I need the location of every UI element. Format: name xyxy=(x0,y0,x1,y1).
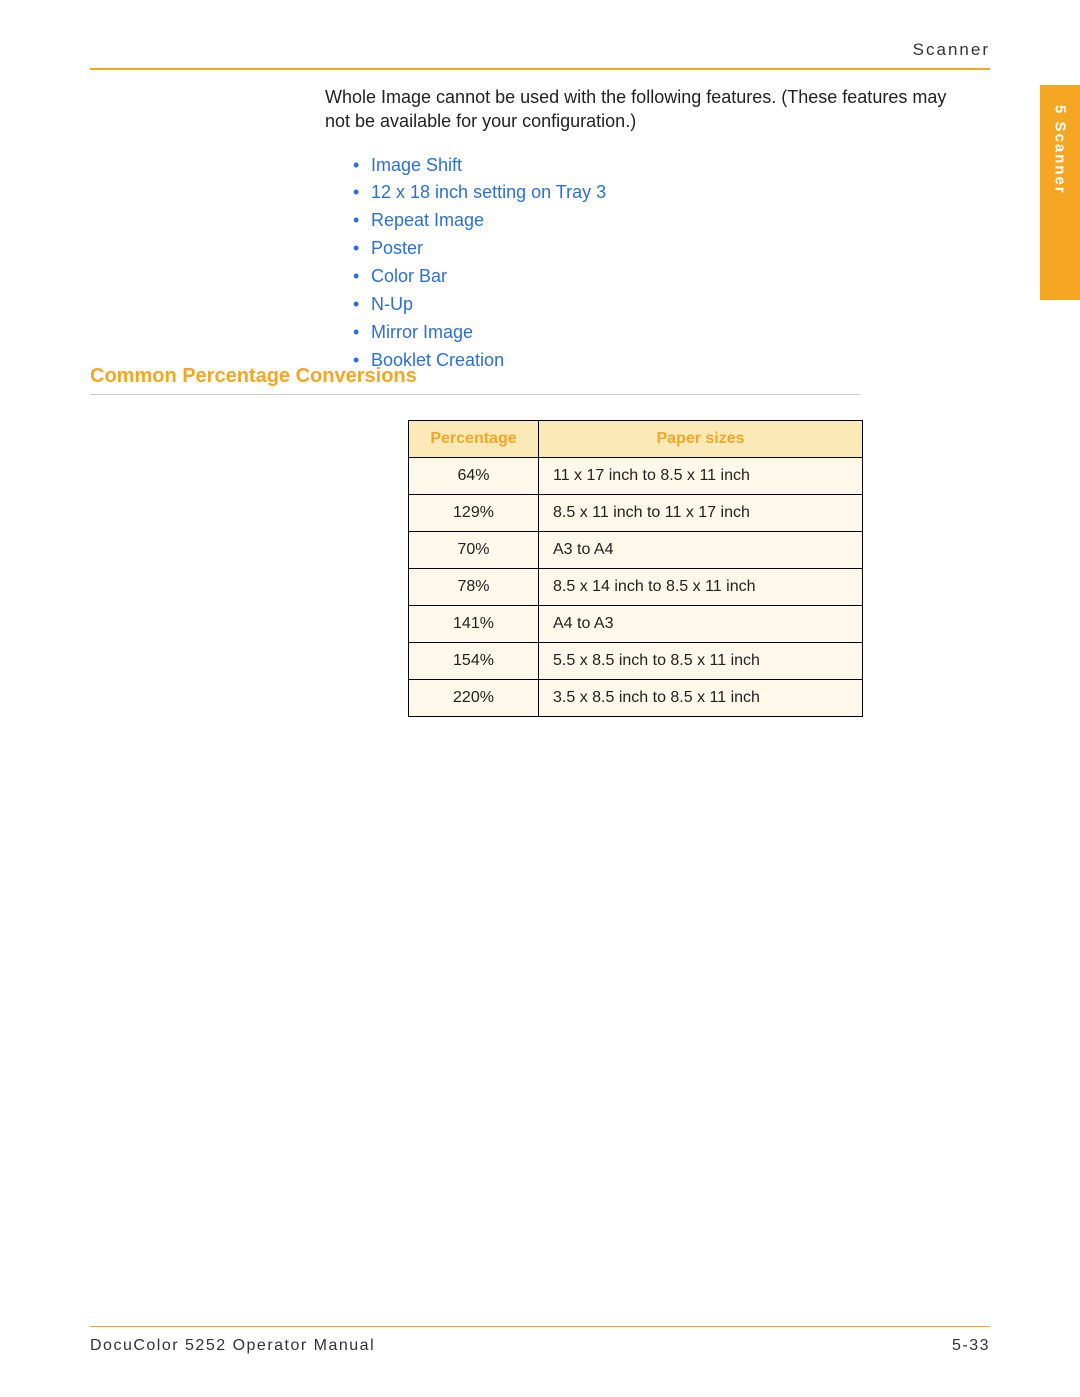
table-cell-papersize: A3 to A4 xyxy=(539,532,863,569)
table-cell-percentage: 220% xyxy=(409,680,539,717)
table-cell-percentage: 64% xyxy=(409,458,539,495)
list-item: N-Up xyxy=(353,291,950,319)
table-cell-papersize: 8.5 x 14 inch to 8.5 x 11 inch xyxy=(539,569,863,606)
table-cell-papersize: 3.5 x 8.5 inch to 8.5 x 11 inch xyxy=(539,680,863,717)
table-row: 154% 5.5 x 8.5 inch to 8.5 x 11 inch xyxy=(409,643,863,680)
table-header-row: Percentage Paper sizes xyxy=(409,421,863,458)
footer-rule xyxy=(90,1326,990,1328)
list-item: Color Bar xyxy=(353,263,950,291)
footer-right: 5-33 xyxy=(952,1337,990,1355)
table-cell-percentage: 141% xyxy=(409,606,539,643)
table-cell-percentage: 70% xyxy=(409,532,539,569)
page-footer: DocuColor 5252 Operator Manual 5-33 xyxy=(90,1326,990,1356)
section-heading-wrap: Common Percentage Conversions xyxy=(90,365,950,395)
table-row: 141% A4 to A3 xyxy=(409,606,863,643)
feature-list: Image Shift 12 x 18 inch setting on Tray… xyxy=(325,152,950,375)
list-item: 12 x 18 inch setting on Tray 3 xyxy=(353,179,950,207)
table-cell-percentage: 78% xyxy=(409,569,539,606)
list-item: Image Shift xyxy=(353,152,950,180)
section-heading: Common Percentage Conversions xyxy=(90,365,950,388)
content-area: Whole Image cannot be used with the foll… xyxy=(325,85,950,375)
table-header-papersizes: Paper sizes xyxy=(539,421,863,458)
table-cell-papersize: A4 to A3 xyxy=(539,606,863,643)
page-container: Scanner 5 Scanner Whole Image cannot be … xyxy=(0,0,1080,1397)
footer-row: DocuColor 5252 Operator Manual 5-33 xyxy=(90,1337,990,1355)
list-item: Poster xyxy=(353,235,950,263)
header-rule xyxy=(90,68,990,70)
side-tab-text: 5 Scanner xyxy=(1052,105,1069,195)
table-row: 129% 8.5 x 11 inch to 11 x 17 inch xyxy=(409,495,863,532)
table-cell-papersize: 8.5 x 11 inch to 11 x 17 inch xyxy=(539,495,863,532)
section-rule xyxy=(90,394,860,395)
footer-left: DocuColor 5252 Operator Manual xyxy=(90,1337,375,1355)
intro-paragraph: Whole Image cannot be used with the foll… xyxy=(325,85,950,134)
table-cell-percentage: 129% xyxy=(409,495,539,532)
table-cell-percentage: 154% xyxy=(409,643,539,680)
list-item: Mirror Image xyxy=(353,319,950,347)
table-header-percentage: Percentage xyxy=(409,421,539,458)
table-cell-papersize: 11 x 17 inch to 8.5 x 11 inch xyxy=(539,458,863,495)
table-cell-papersize: 5.5 x 8.5 inch to 8.5 x 11 inch xyxy=(539,643,863,680)
side-tab: 5 Scanner xyxy=(1040,85,1080,300)
table-row: 70% A3 to A4 xyxy=(409,532,863,569)
table-row: 220% 3.5 x 8.5 inch to 8.5 x 11 inch xyxy=(409,680,863,717)
page-header: Scanner xyxy=(90,40,990,70)
header-label: Scanner xyxy=(90,40,990,60)
conversion-table: Percentage Paper sizes 64% 11 x 17 inch … xyxy=(408,420,863,717)
conversion-table-wrap: Percentage Paper sizes 64% 11 x 17 inch … xyxy=(408,420,863,717)
table-row: 64% 11 x 17 inch to 8.5 x 11 inch xyxy=(409,458,863,495)
table-row: 78% 8.5 x 14 inch to 8.5 x 11 inch xyxy=(409,569,863,606)
list-item: Repeat Image xyxy=(353,207,950,235)
